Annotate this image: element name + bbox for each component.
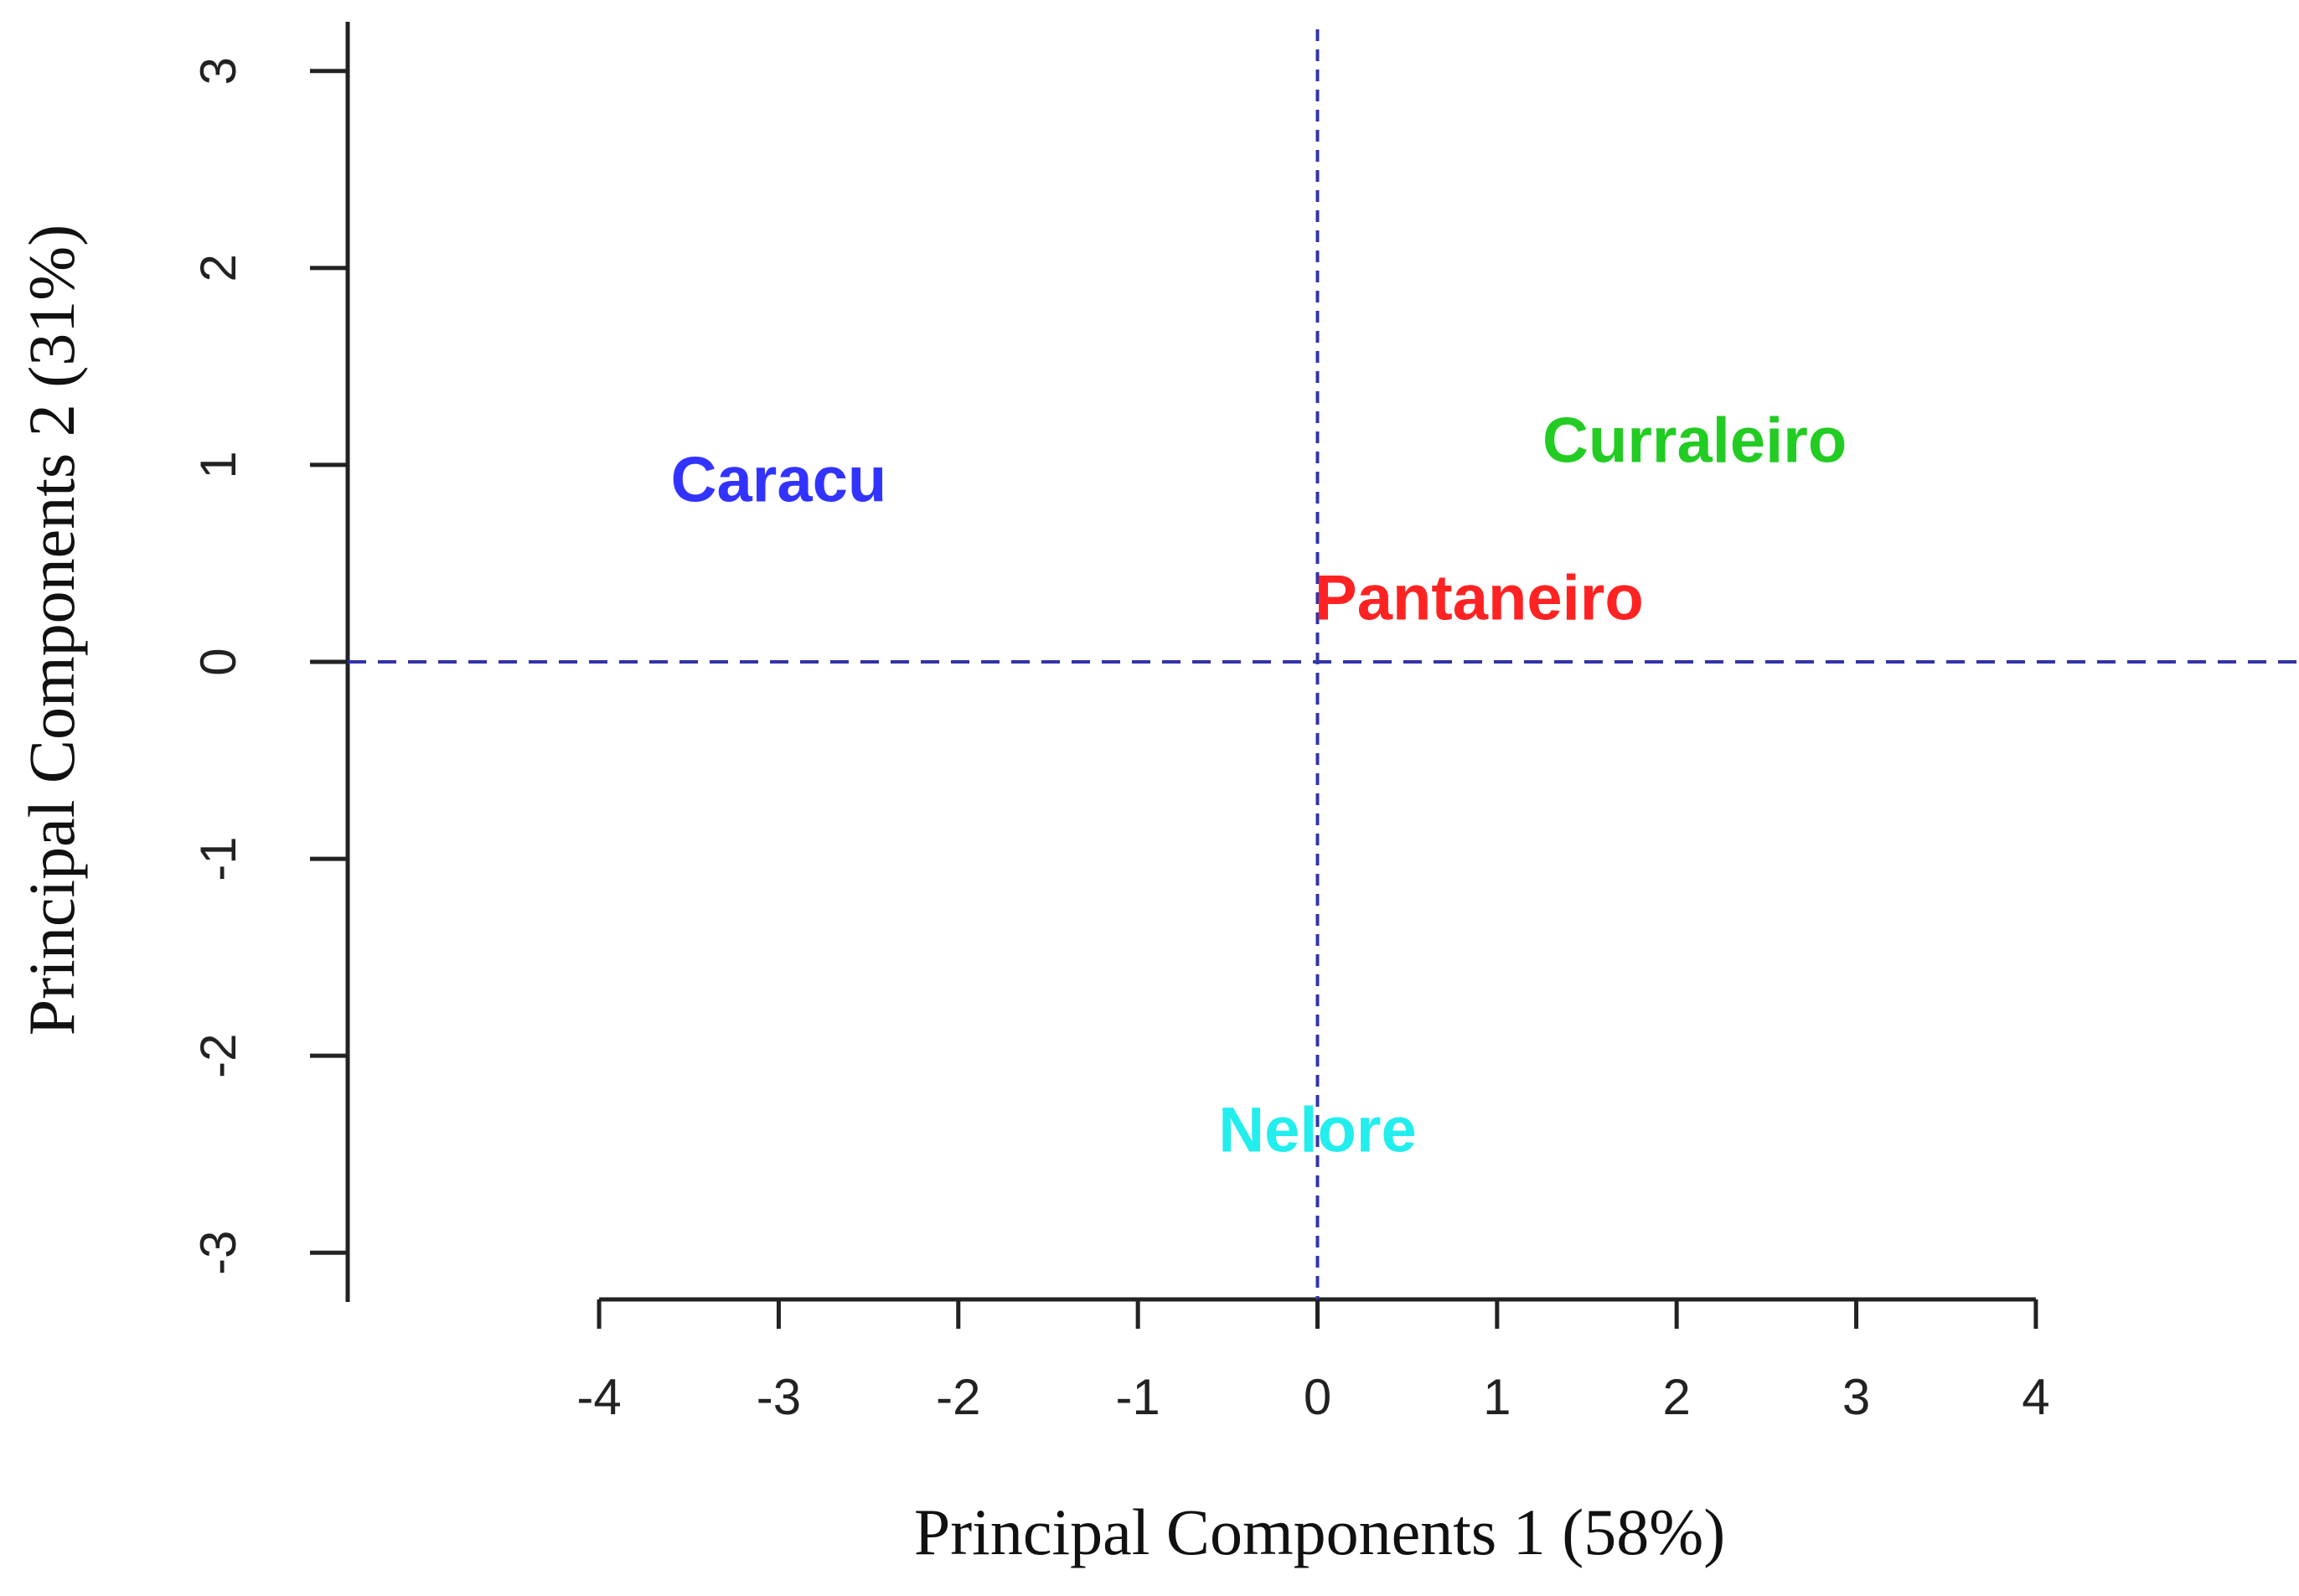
y-axis-title: Principal Components 2 (31%) (15, 225, 88, 1036)
y-tick-label: 2 (190, 254, 246, 281)
y-tick-label: -1 (190, 836, 246, 881)
y-tick-label: 1 (190, 451, 246, 478)
x-tick-label: 1 (1483, 1369, 1511, 1425)
y-tick-label: 0 (190, 648, 246, 675)
point-label: Caracu (671, 445, 887, 516)
x-axis-title: Principal Components 1 (58%) (914, 1495, 1725, 1568)
y-tick-label: 3 (190, 57, 246, 85)
x-tick-label: -2 (936, 1369, 980, 1425)
x-tick-label: -3 (757, 1369, 801, 1425)
point-label: Curraleiro (1542, 405, 1847, 476)
point-label: Nelore (1218, 1094, 1417, 1165)
point-label: Pantaneiro (1315, 563, 1644, 634)
x-tick-label: -1 (1115, 1369, 1160, 1425)
x-tick-label: 2 (1663, 1369, 1691, 1425)
x-tick-label: 0 (1304, 1369, 1331, 1425)
x-tick-label: 3 (1842, 1369, 1870, 1425)
x-tick-label: -4 (576, 1369, 621, 1425)
y-tick-label: -2 (190, 1033, 246, 1077)
y-tick-label: -3 (190, 1231, 246, 1275)
x-tick-label: 4 (2022, 1369, 2049, 1425)
